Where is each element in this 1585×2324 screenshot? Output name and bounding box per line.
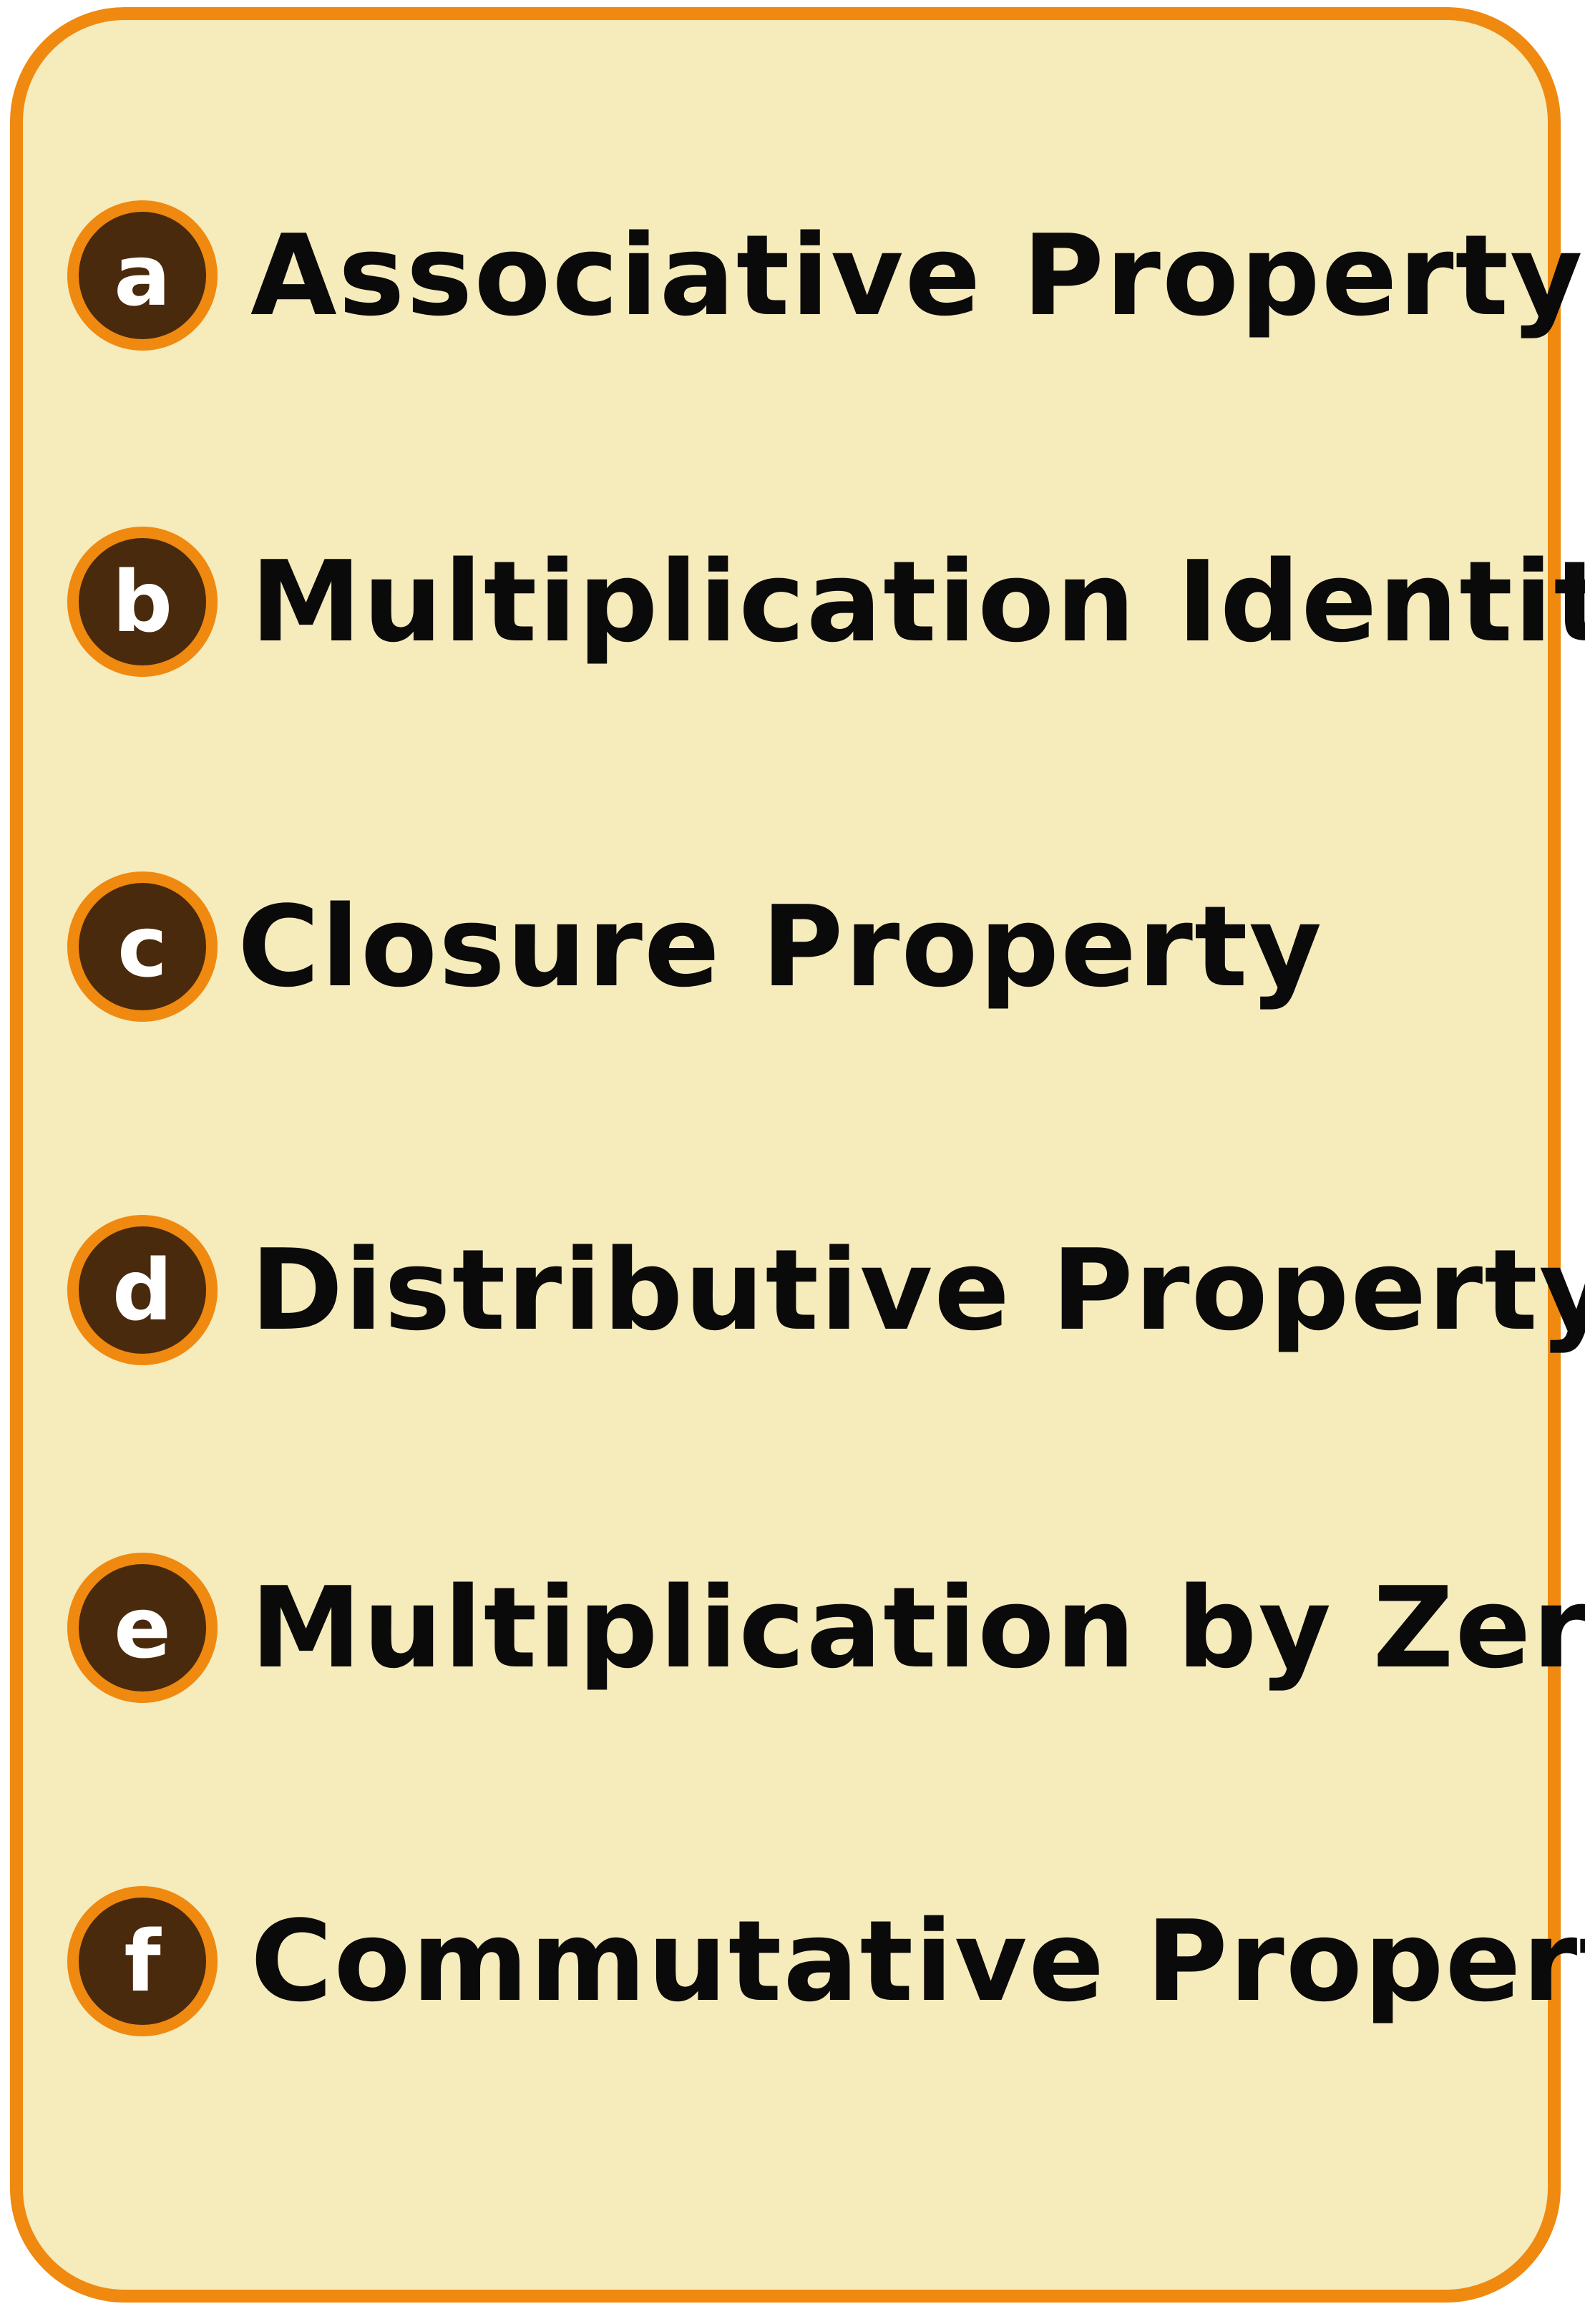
option-b[interactable]: b Multiplication Identity [23, 527, 1585, 684]
option-f-badge: f [67, 1886, 218, 2036]
option-d-badge: d [67, 1215, 218, 1365]
option-e-label: Multiplication by Zero [250, 1563, 1585, 1693]
option-b-badge: b [67, 527, 218, 677]
option-d[interactable]: d Distributive Property [23, 1215, 1585, 1372]
option-a[interactable]: a Associative Property [23, 200, 1583, 358]
option-a-label: Associative Property [250, 210, 1584, 341]
option-e-badge: e [67, 1553, 218, 1703]
option-f-label: Commutative Property [250, 1896, 1585, 2026]
option-f[interactable]: f Commutative Property [23, 1886, 1585, 2044]
option-c-label: Closure Property [238, 882, 1324, 1012]
option-b-label: Multiplication Identity [250, 537, 1585, 667]
options-card: a Associative Property b Multiplication … [10, 7, 1585, 2303]
option-a-badge: a [67, 200, 218, 351]
option-d-label: Distributive Property [250, 1225, 1585, 1355]
option-e[interactable]: e Multiplication by Zero [23, 1553, 1585, 1710]
option-c[interactable]: c Closure Property [23, 872, 1548, 1029]
option-c-badge: c [67, 872, 218, 1022]
